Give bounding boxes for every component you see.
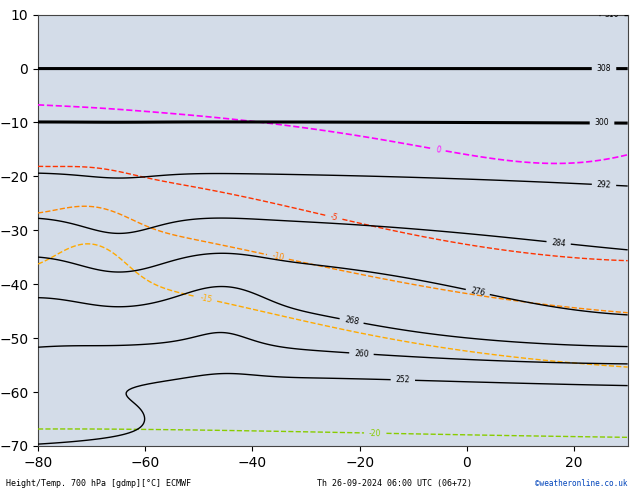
Text: Height/Temp. 700 hPa [gdmp][°C] ECMWF: Height/Temp. 700 hPa [gdmp][°C] ECMWF (6, 479, 191, 488)
Text: 0: 0 (435, 145, 441, 154)
Text: 316: 316 (605, 10, 619, 19)
Text: 292: 292 (597, 180, 611, 190)
Text: -20: -20 (369, 429, 382, 438)
Text: ©weatheronline.co.uk: ©weatheronline.co.uk (535, 479, 628, 488)
Text: 308: 308 (597, 64, 611, 73)
Text: -15: -15 (199, 293, 213, 304)
Text: -5: -5 (329, 212, 339, 222)
Text: 276: 276 (470, 286, 486, 298)
Text: 300: 300 (595, 119, 609, 127)
Text: 268: 268 (344, 315, 359, 327)
Text: -10: -10 (271, 251, 285, 263)
Text: 260: 260 (354, 349, 369, 359)
Text: 284: 284 (551, 238, 566, 248)
Text: Th 26-09-2024 06:00 UTC (06+72): Th 26-09-2024 06:00 UTC (06+72) (317, 479, 472, 488)
Text: 252: 252 (396, 375, 410, 385)
